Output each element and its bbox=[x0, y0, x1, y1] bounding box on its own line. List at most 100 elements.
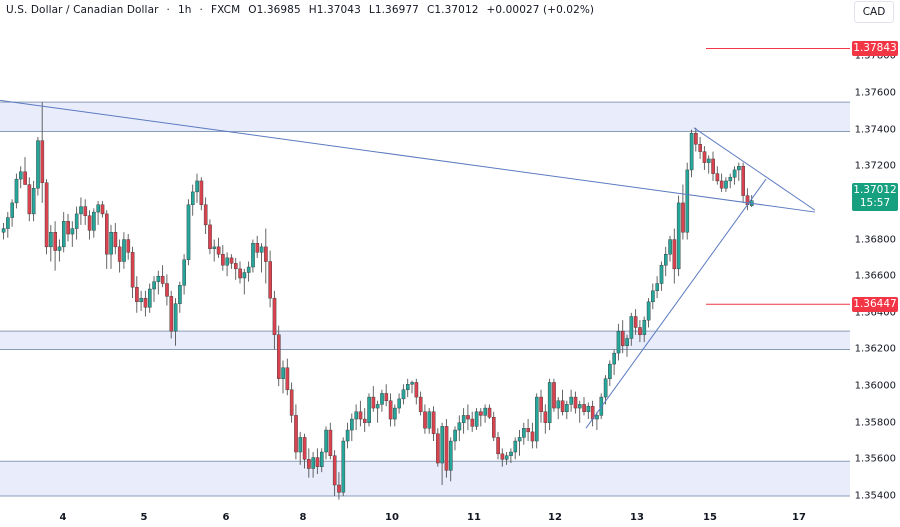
candle-bullish bbox=[190, 191, 195, 205]
candle-bullish bbox=[517, 437, 522, 442]
candle-bullish bbox=[341, 440, 346, 493]
time-axis-label: 13 bbox=[630, 512, 644, 523]
candle-bullish bbox=[350, 418, 354, 431]
candle-bullish bbox=[320, 451, 324, 467]
candle-bearish bbox=[277, 334, 281, 379]
candle-bearish bbox=[418, 396, 423, 412]
candle-bearish bbox=[500, 453, 505, 460]
candle-bearish bbox=[337, 484, 341, 493]
candle-bullish bbox=[345, 429, 350, 442]
candle-bullish bbox=[6, 217, 10, 229]
candle-bearish bbox=[40, 140, 45, 183]
candle-bullish bbox=[642, 319, 647, 335]
candle-bullish bbox=[225, 257, 230, 266]
candle-bullish bbox=[522, 428, 526, 438]
time-axis-label: 4 bbox=[59, 512, 67, 523]
time-axis-label: 12 bbox=[548, 512, 562, 523]
candle-bearish bbox=[221, 253, 225, 266]
candle-bullish bbox=[646, 301, 651, 321]
candle-bearish bbox=[388, 400, 393, 420]
candle-bearish bbox=[289, 389, 294, 416]
trendline bbox=[693, 127, 816, 211]
candle-bearish bbox=[694, 133, 698, 145]
price-axis-label: 1.36600 bbox=[854, 270, 896, 282]
data-source: FXCM bbox=[210, 4, 241, 16]
candle-bearish bbox=[719, 180, 724, 189]
candle-bearish bbox=[268, 261, 273, 299]
price-axis-label: 1.35400 bbox=[854, 490, 896, 502]
candle-bearish bbox=[27, 184, 32, 215]
candle-bullish bbox=[732, 169, 737, 178]
ohlc-high: H1.37043 bbox=[308, 4, 361, 16]
candle-bearish bbox=[681, 202, 685, 233]
currency-button[interactable]: CAD bbox=[854, 1, 894, 23]
candle-bullish bbox=[504, 455, 509, 460]
candle-bearish bbox=[715, 173, 720, 182]
candle-bearish bbox=[414, 382, 419, 398]
ohlc-open: O1.36985 bbox=[248, 4, 301, 16]
candle-bearish bbox=[87, 215, 92, 231]
price-axis-label: 1.37600 bbox=[854, 87, 896, 99]
candle-bullish bbox=[195, 180, 199, 193]
time-axis-label: 8 bbox=[299, 512, 307, 523]
candle-bullish bbox=[457, 422, 462, 431]
candle-bearish bbox=[104, 213, 109, 255]
time-axis-label: 5 bbox=[140, 512, 148, 523]
candle-bearish bbox=[621, 330, 625, 346]
candle-bullish bbox=[685, 169, 690, 233]
candle-bearish bbox=[702, 151, 707, 163]
candle-bullish bbox=[62, 221, 66, 248]
candle-bullish bbox=[14, 178, 19, 204]
candle-bullish bbox=[393, 407, 397, 420]
zone-rectangle bbox=[0, 102, 850, 132]
candle-bearish bbox=[272, 297, 277, 335]
candle-bullish bbox=[659, 264, 664, 284]
candle-bearish bbox=[160, 275, 165, 284]
candle-bearish bbox=[560, 400, 565, 412]
candle-bearish bbox=[117, 246, 122, 262]
candle-bullish bbox=[375, 404, 380, 409]
candle-bullish bbox=[10, 202, 15, 218]
candle-bearish bbox=[216, 246, 221, 255]
candle-bullish bbox=[246, 266, 251, 273]
price-level-value: 1.37843 bbox=[853, 41, 897, 54]
candle-bearish bbox=[264, 246, 268, 262]
candle-bullish bbox=[186, 204, 191, 260]
candle-bullish bbox=[324, 429, 328, 453]
candle-bearish bbox=[307, 459, 311, 469]
interval-label[interactable]: 1h bbox=[177, 4, 192, 16]
price-axis-label: 1.36800 bbox=[854, 234, 896, 246]
candle-bearish bbox=[53, 232, 57, 251]
candle-bearish bbox=[143, 297, 148, 308]
candle-bullish bbox=[586, 406, 591, 412]
candle-bearish bbox=[711, 158, 715, 174]
candle-bearish bbox=[199, 180, 204, 205]
candle-bullish bbox=[49, 232, 53, 248]
candle-bearish bbox=[23, 171, 27, 185]
price-axis-label: 1.37400 bbox=[854, 124, 896, 136]
candle-bearish bbox=[44, 182, 49, 248]
candle-bullish bbox=[689, 133, 694, 171]
candle-bearish bbox=[126, 239, 131, 253]
candle-bullish bbox=[474, 411, 479, 427]
candle-bullish bbox=[122, 239, 126, 262]
candle-bearish bbox=[294, 415, 298, 453]
price-axis-label: 1.37200 bbox=[854, 160, 896, 172]
candle-bullish bbox=[380, 393, 384, 405]
candle-bullish bbox=[513, 440, 518, 453]
candle-bullish bbox=[406, 384, 410, 390]
candle-bearish bbox=[83, 206, 88, 216]
candle-bullish bbox=[440, 426, 445, 464]
price-axis-label: 1.36000 bbox=[854, 380, 896, 392]
candle-bullish bbox=[397, 398, 402, 409]
candle-bullish bbox=[651, 290, 655, 303]
candle-bearish bbox=[466, 415, 470, 420]
candle-bearish bbox=[130, 252, 135, 288]
price-axis-label: 1.36400 bbox=[854, 307, 896, 319]
symbol-name[interactable]: U.S. Dollar / Canadian Dollar bbox=[6, 4, 159, 16]
candle-bullish bbox=[461, 415, 466, 423]
candle-bullish bbox=[79, 206, 83, 215]
candle-bullish bbox=[427, 411, 432, 429]
